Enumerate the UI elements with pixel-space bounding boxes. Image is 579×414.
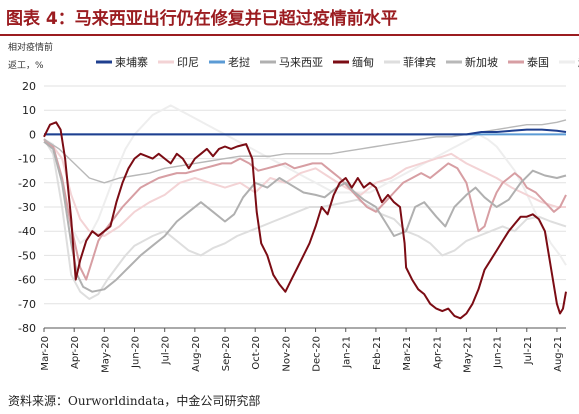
x-tick-label: Oct-20 — [251, 336, 262, 370]
gridlines — [44, 85, 566, 329]
x-tick-label: Sep-20 — [221, 336, 232, 371]
x-tick-label: Aug-21 — [553, 336, 564, 372]
y-tick-label: 0 — [29, 128, 36, 141]
legend-label: 柬埔寨 — [115, 55, 148, 69]
x-axis-ticks: Mar-20 Apr-20 May-20 Jun-20 Jul-20 Aug-20 Sep-… — [40, 327, 566, 373]
x-tick-label: Jul-20 — [161, 336, 172, 365]
chart-title: 图表 4：马来西亚出行仍在修复并已超过疫情前水平 — [6, 9, 398, 29]
x-tick-label: Mar-21 — [402, 336, 413, 371]
x-tick-label: Nov-20 — [281, 336, 292, 372]
legend-label: 泰国 — [527, 55, 549, 69]
legend: 柬埔寨印尼老挝马来西亚缅甸菲律宾新加坡泰国越南 — [96, 55, 579, 69]
title-rule — [0, 34, 579, 36]
x-tick-label: Aug-20 — [191, 336, 202, 372]
y-tick-label: -10 — [18, 153, 36, 166]
y-tick-label: -30 — [18, 201, 36, 214]
title-wrap: 图表 4：马来西亚出行仍在修复并已超过疫情前水平 — [6, 6, 575, 32]
y-tick-label: -50 — [18, 249, 36, 262]
x-tick-label: Jun-20 — [131, 336, 142, 369]
legend-label: 印尼 — [177, 56, 199, 69]
y-tick-label: 20 — [22, 80, 36, 93]
legend-label: 新加坡 — [465, 55, 498, 69]
x-tick-label: Jul-21 — [523, 336, 534, 365]
y-tick-label: -20 — [18, 177, 36, 190]
legend-label: 老挝 — [228, 55, 250, 69]
x-tick-label: Dec-20 — [312, 336, 323, 372]
y-tick-label: 10 — [22, 104, 36, 117]
legend-label: 马来西亚 — [279, 56, 323, 69]
x-tick-label: Apr-20 — [70, 336, 81, 369]
legend-label: 菲律宾 — [403, 55, 436, 69]
x-tick-label: Apr-21 — [432, 336, 443, 369]
y-tick-label: -80 — [18, 322, 36, 335]
y-axis-ticks: 20 10 0 -10 -20 -30 -40 -50 -60 -70 -80 — [18, 80, 36, 335]
x-tick-label: Feb-21 — [372, 336, 383, 370]
x-tick-label: May-20 — [100, 336, 111, 373]
y-tick-label: -40 — [18, 225, 36, 238]
series-line — [43, 138, 567, 300]
series-line — [43, 121, 567, 320]
source-note: 资料来源：Ourworldindata，中金公司研究部 — [8, 394, 261, 408]
y-tick-label: -70 — [18, 298, 36, 311]
series-line — [44, 128, 567, 136]
y-axis-label-line: 相对疫情前 — [8, 41, 53, 53]
series-line — [43, 138, 567, 281]
y-axis-label-line: 返工，% — [8, 59, 44, 71]
y-tick-label: -60 — [18, 274, 36, 287]
series-line — [43, 104, 567, 266]
x-tick-label: Jan-21 — [342, 336, 353, 369]
x-tick-label: Jun-21 — [493, 336, 504, 369]
x-tick-label: May-21 — [462, 336, 473, 373]
series-lines — [43, 104, 567, 320]
legend-label: 缅甸 — [352, 55, 374, 69]
x-tick-label: Mar-20 — [40, 336, 51, 371]
series-line — [43, 140, 566, 237]
series-line — [43, 140, 567, 293]
